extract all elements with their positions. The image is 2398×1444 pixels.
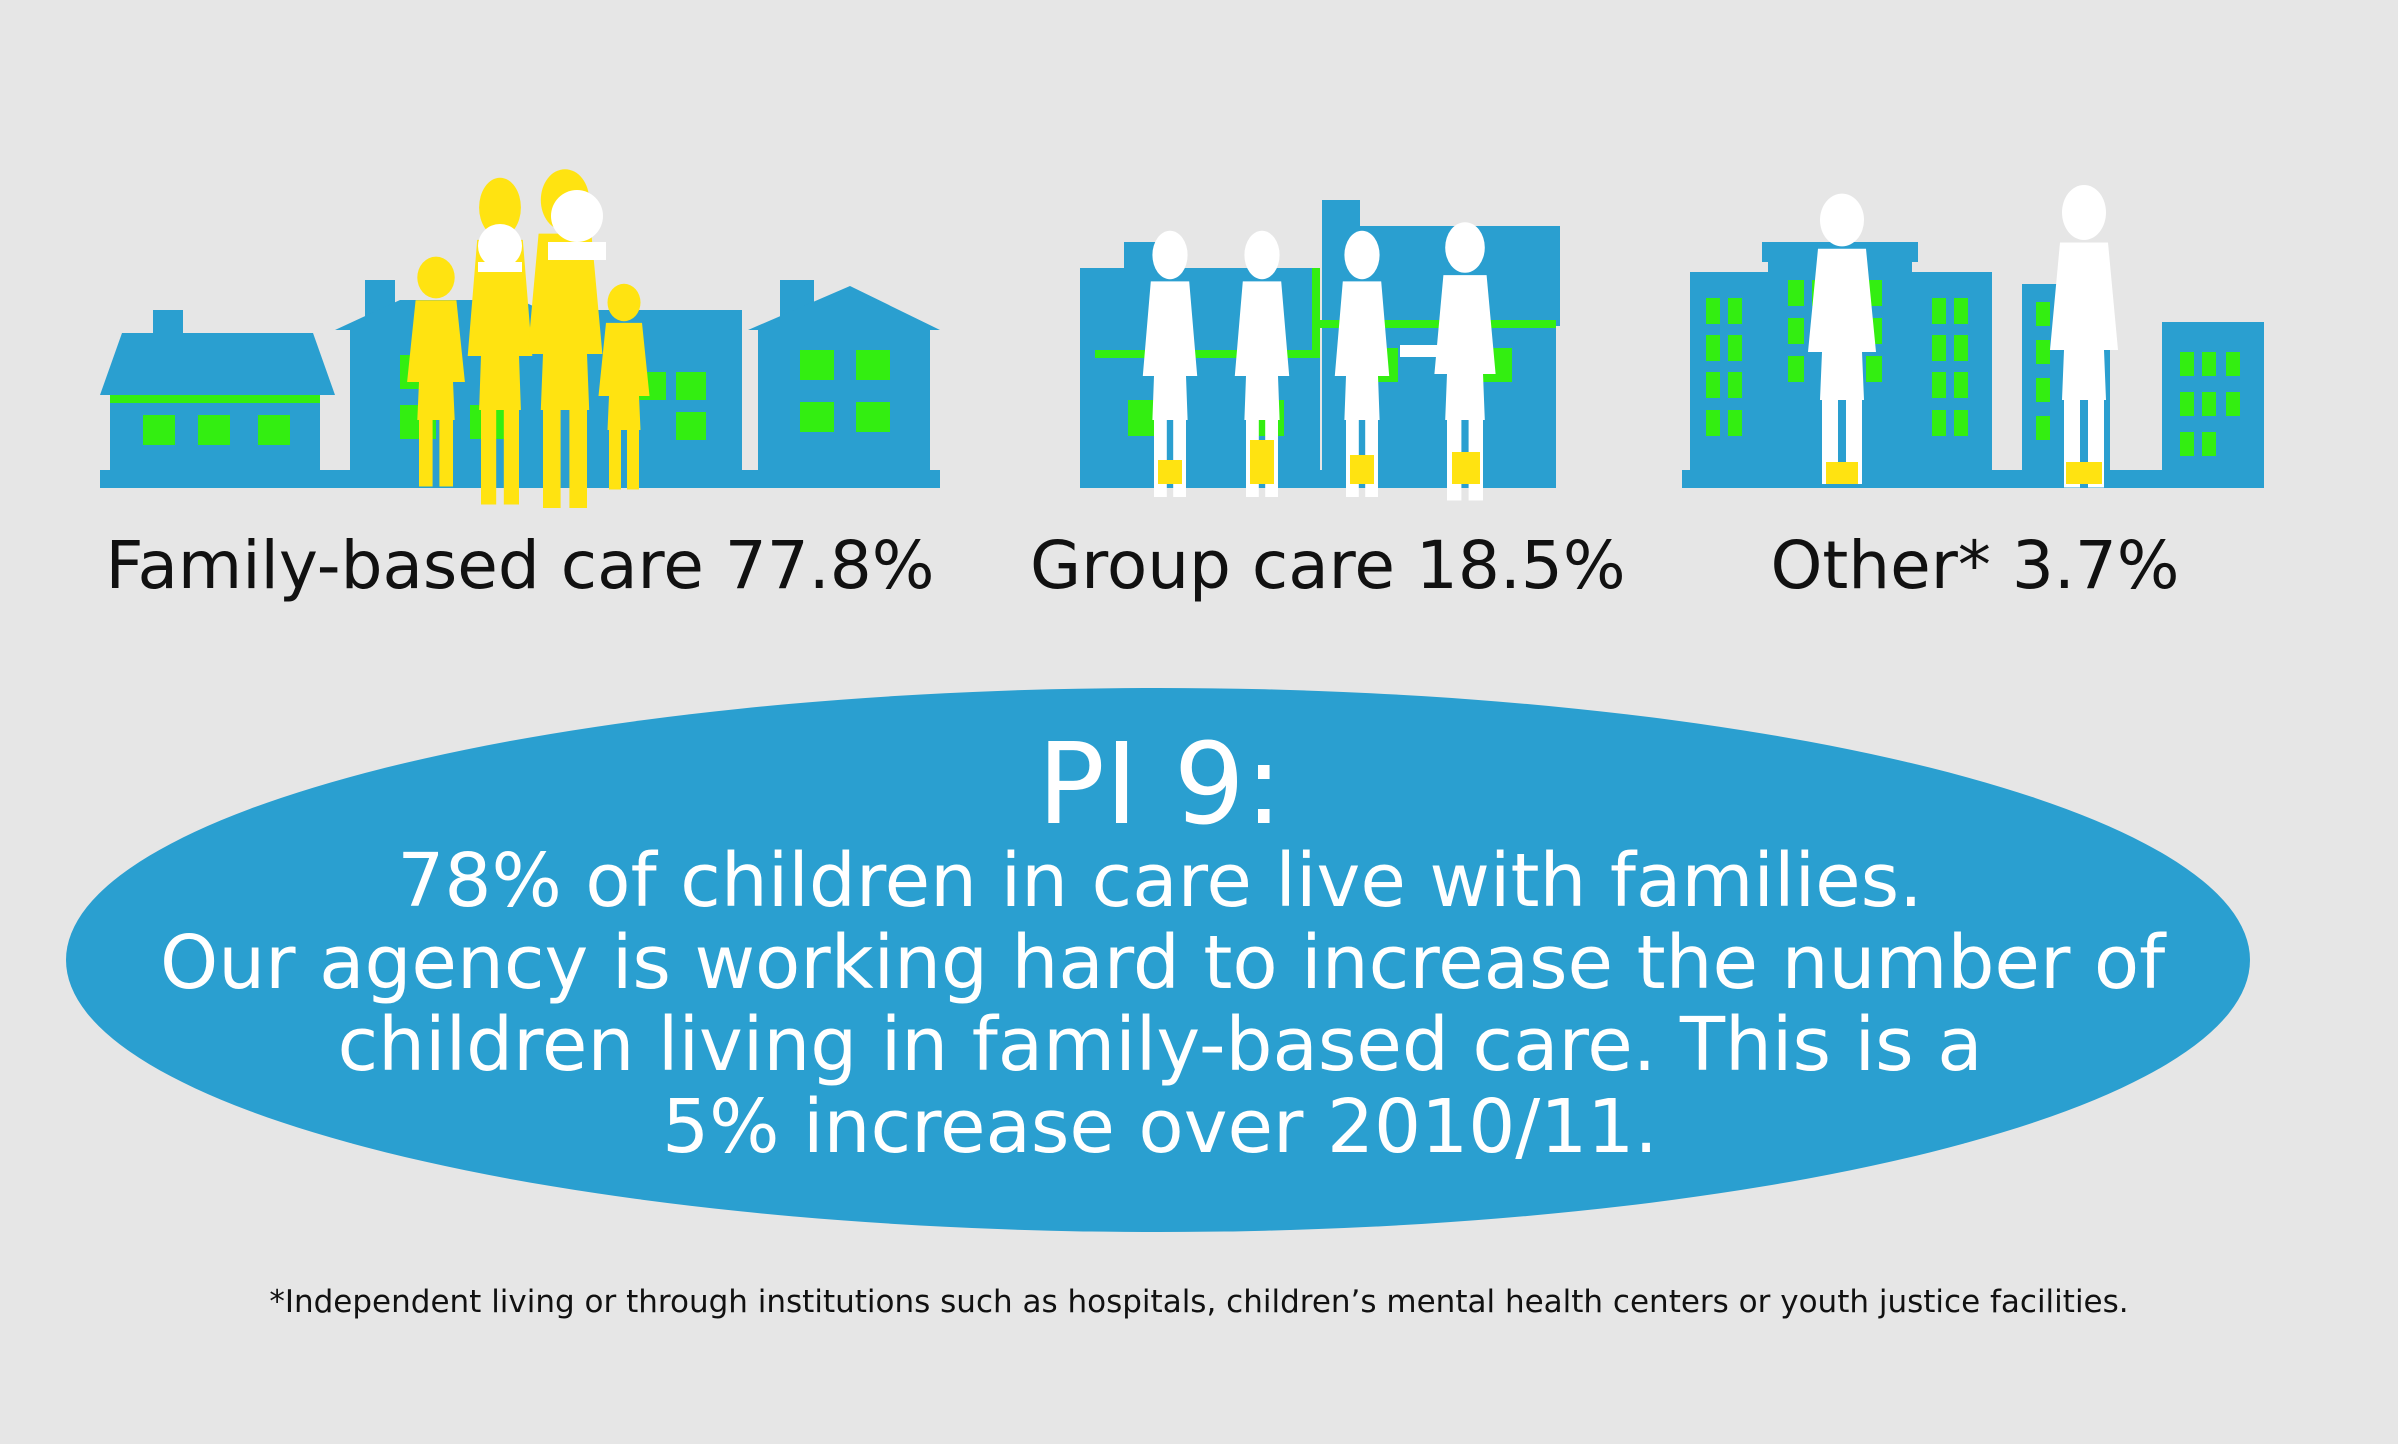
group-home-illustration [1080,200,1560,501]
house-icon [748,280,940,475]
adult-figures-icon [1808,185,2118,488]
callout-line: Our agency is working hard to increase t… [160,920,2166,1006]
children-figures-icon [1142,222,1496,501]
callout-title: PI 9: [1037,720,1283,850]
institutions-illustration [1682,185,2264,488]
group-care-label: Group care 18.5% [1030,527,1626,604]
callout-line: children living in family-based care. Th… [337,1002,1983,1088]
callout-line: 5% increase over 2010/11. [662,1084,1658,1170]
callout-ellipse [66,688,2250,1232]
callout-line: 78% of children in care live with famili… [397,838,1923,924]
footnote: *Independent living or through instituti… [269,1284,2129,1320]
other-label: Other* 3.7% [1770,527,2180,604]
family-based-care-label: Family-based care 77.8% [105,527,935,604]
family-houses-illustration [100,169,940,508]
house-icon [100,310,335,475]
family-figures-icon [407,169,650,508]
